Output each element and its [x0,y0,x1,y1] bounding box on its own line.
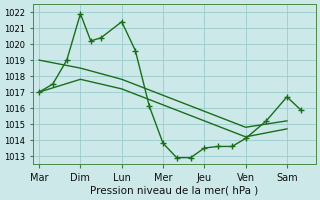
X-axis label: Pression niveau de la mer( hPa ): Pression niveau de la mer( hPa ) [90,186,259,196]
